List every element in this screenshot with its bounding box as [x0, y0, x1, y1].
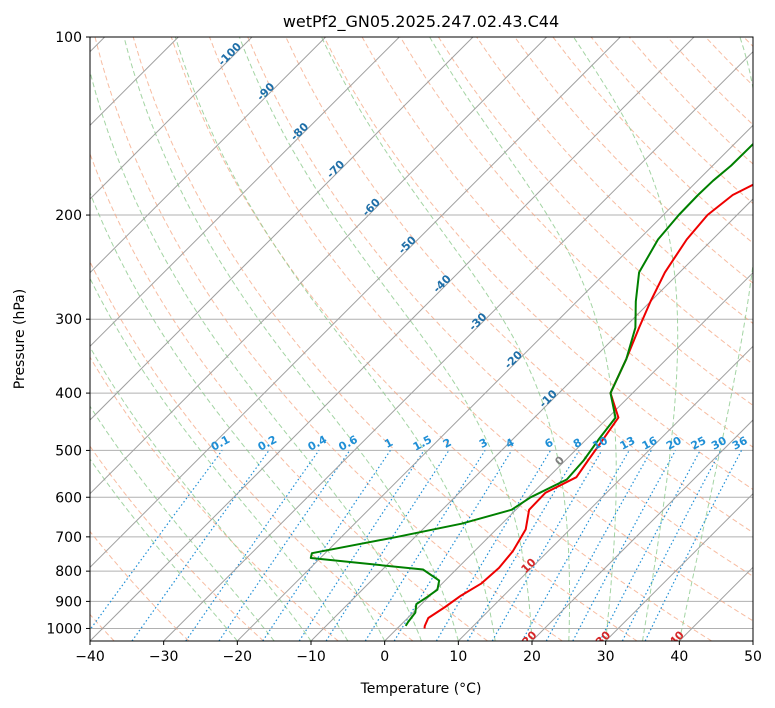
mixing-ratio-line [572, 450, 677, 641]
x-tick-label: 40 [670, 649, 688, 665]
x-tick-label: 10 [449, 649, 467, 665]
isotherm-line [457, 345, 753, 641]
mixing-ratio-label: 30 [709, 434, 729, 453]
dry-adiabat [399, 37, 753, 407]
moist-adiabat [429, 37, 617, 641]
isotherm-line [531, 419, 753, 641]
y-tick-label: 500 [55, 443, 82, 459]
isotherm-line [90, 37, 253, 200]
y-tick-label: 300 [55, 312, 82, 328]
mixing-ratio-line [325, 450, 450, 641]
mixing-ratio-label: 10 [590, 434, 610, 453]
isotherm-line [310, 198, 753, 641]
mixing-ratio-line [90, 450, 223, 631]
y-tick-label: 400 [55, 386, 82, 402]
mixing-ratio-label: 16 [640, 434, 660, 453]
x-tick-label: 30 [597, 649, 615, 665]
dry-adiabat [514, 37, 753, 284]
x-tick-label: 0 [380, 649, 389, 665]
moist-adiabat [123, 37, 459, 641]
moist-adiabat [90, 191, 386, 641]
isotherm-line [90, 37, 548, 495]
y-axis: 100 200 300 400 500 600 700 800 900 1000 [46, 30, 90, 637]
y-tick-label: 600 [55, 490, 82, 506]
dry-adiabat [90, 356, 339, 641]
isotherm-line [90, 37, 695, 641]
isotherms [90, 37, 753, 641]
moist-adiabat [90, 69, 422, 641]
isotherm-line [384, 271, 753, 641]
dry-adiabat [90, 152, 488, 641]
isotherm-line [752, 640, 753, 641]
mixing-ratio-line [262, 450, 391, 641]
dry-adiabat [132, 37, 638, 641]
dry-adiabat [437, 37, 753, 365]
mixing-ratio-line [393, 450, 513, 641]
isotherm-line [90, 37, 474, 421]
moist-adiabat [238, 37, 533, 641]
y-tick-label: 900 [55, 594, 82, 610]
isotherm-line [90, 37, 621, 569]
x-tick-label: −10 [296, 649, 326, 665]
moist-adiabat [90, 277, 349, 641]
dewpoint-profile [309, 142, 753, 627]
dry-adiabat [90, 530, 190, 641]
moist-adiabat [90, 405, 275, 641]
moist-adiabat [321, 37, 571, 641]
isotherm-line [90, 37, 400, 348]
mixing-ratio-label: 36 [730, 434, 750, 453]
x-axis: −40 −30 −20 −10 0 10 20 30 40 50 [75, 641, 762, 665]
isotherm-line [90, 37, 327, 274]
mixing-ratio-line [185, 450, 320, 641]
dry-adiabat [247, 37, 753, 577]
y-tick-label: 800 [55, 564, 82, 580]
mixing-ratio-label: 20 [664, 434, 684, 453]
dry-adiabat [323, 37, 753, 491]
dry-adiabat [90, 445, 264, 641]
isotherm-line [236, 124, 753, 641]
y-tick-label: 100 [55, 30, 82, 46]
dry-adiabat [170, 37, 712, 641]
profile-lines [309, 142, 753, 629]
moist-adiabat [678, 37, 753, 641]
y-axis-label: Pressure (hPa) [12, 289, 28, 389]
x-tick-label: −20 [223, 649, 253, 665]
moist-adiabats [90, 37, 753, 641]
mixing-ratio-line [545, 450, 652, 641]
dry-adiabat [94, 37, 563, 641]
plot-frame [89, 36, 754, 642]
plot-background [90, 37, 753, 641]
moist-adiabat [174, 37, 496, 641]
x-axis-label: Temperature (°C) [360, 681, 482, 697]
x-tick-label: −30 [149, 649, 179, 665]
mixing-ratio-line [218, 450, 351, 641]
y-tick-label: 1000 [46, 621, 82, 637]
moist-adiabat [90, 458, 238, 641]
mixing-ratio-line [521, 450, 630, 641]
isotherm-line [605, 492, 753, 641]
mixing-ratio-label: 25 [689, 434, 709, 453]
mixing-ratio-label: 13 [618, 434, 638, 453]
mixing-ratio-line [621, 450, 722, 641]
x-tick-label: 50 [744, 649, 762, 665]
y-tick-label: 700 [55, 530, 82, 546]
moist-adiabat [573, 37, 679, 641]
y-tick-label: 200 [55, 208, 82, 224]
mixing-ratio-line [644, 450, 743, 641]
isotherm-line [163, 50, 753, 641]
chart-title: wetPf2_GN05.2025.247.02.43.C44 [283, 12, 559, 32]
temperature-profile [423, 183, 753, 629]
x-tick-label: 20 [523, 649, 541, 665]
x-tick-label: −40 [75, 649, 105, 665]
